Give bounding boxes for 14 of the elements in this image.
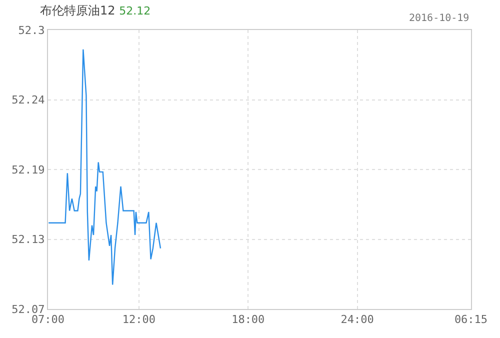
line-series <box>48 48 162 286</box>
x-tick-label: 07:00 <box>31 313 65 326</box>
y-tick-label: 52.3 <box>18 24 45 37</box>
x-tick-label: 24:00 <box>340 313 374 326</box>
text: 2016-10-19 <box>409 13 470 24</box>
y-tick-label: 52.07 <box>12 302 45 316</box>
y-tick-label: 52.24 <box>12 94 46 107</box>
y-tick-label: 52.19 <box>12 163 45 176</box>
chart-subtitle: 52.12 <box>119 4 151 18</box>
x-tick-label: 12:00 <box>122 313 156 326</box>
y-tick-label: 52.13 <box>12 233 45 246</box>
x-tick-label: 06:15 <box>454 313 488 326</box>
chart-title: 布伦特原油12 <box>40 3 116 18</box>
x-tick-label: 18:00 <box>232 313 265 326</box>
